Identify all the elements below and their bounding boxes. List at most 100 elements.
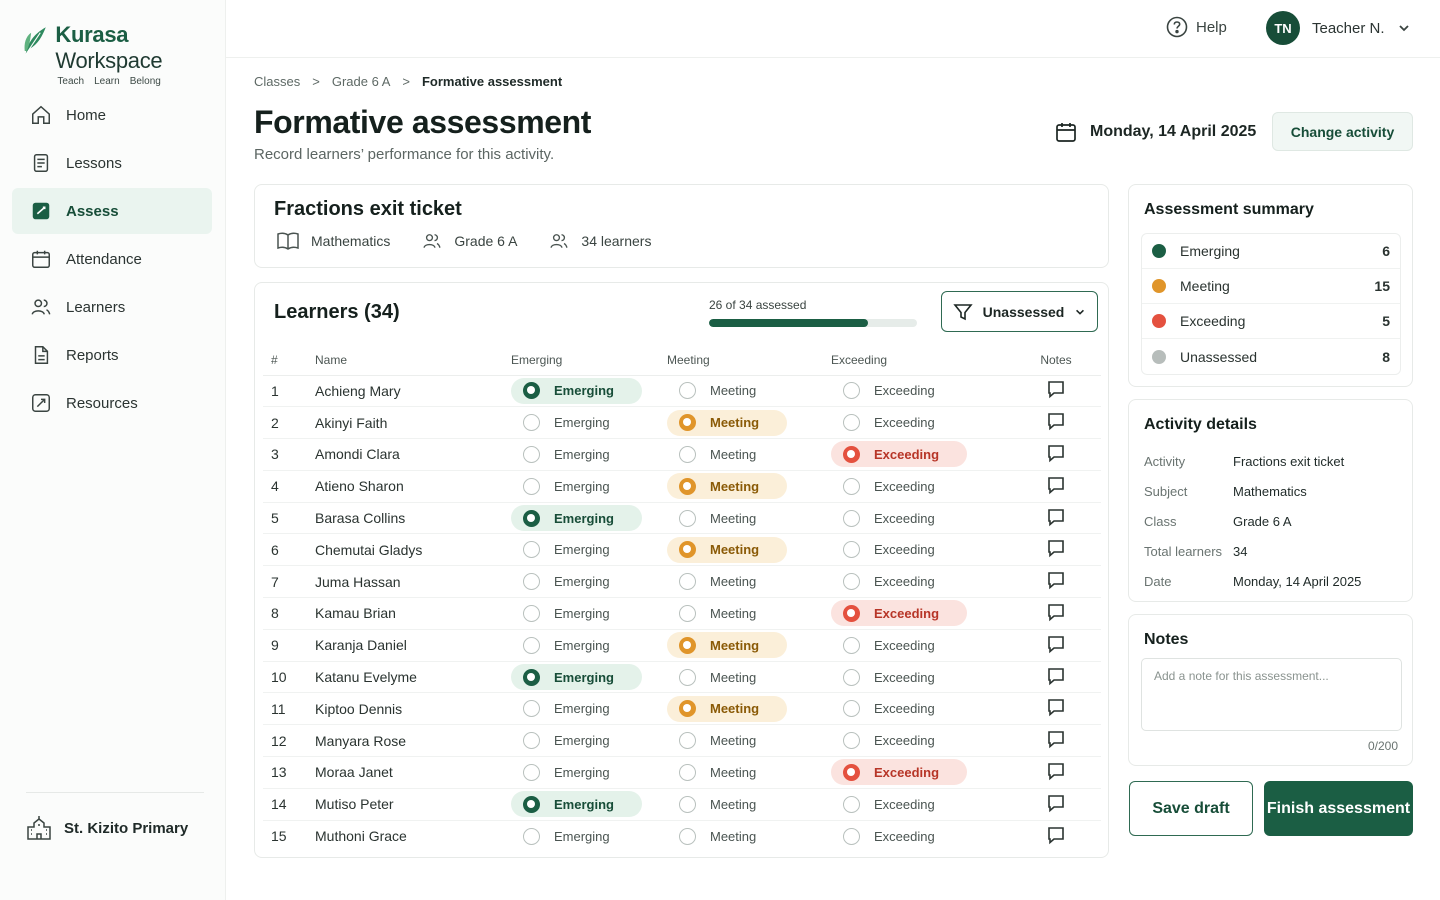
comment-icon[interactable] [1046, 634, 1066, 654]
school-switcher[interactable]: St. Kizito Primary [26, 792, 204, 841]
comment-icon[interactable] [1046, 666, 1066, 686]
sidebar-item-home[interactable]: Home [12, 92, 212, 138]
meeting-radio-option[interactable]: Meeting [667, 409, 788, 436]
help-link[interactable]: Help [1166, 16, 1227, 38]
emerging-label: Emerging [554, 446, 610, 462]
meeting-radio-option[interactable]: Meeting [667, 695, 788, 722]
change-activity-button[interactable]: Change activity [1272, 112, 1413, 151]
meeting-radio-option[interactable]: Meeting [667, 600, 784, 626]
meeting-radio-option[interactable]: Meeting [667, 823, 784, 849]
breadcrumb-class[interactable]: Grade 6 A [331, 74, 391, 89]
meeting-radio-option[interactable]: Meeting [667, 569, 784, 595]
emerging-radio-option[interactable]: Emerging [511, 664, 642, 691]
table-row: 13 Moraa Janet Emerging Meeting Exceeding [263, 756, 1101, 789]
meeting-label: Meeting [710, 542, 760, 558]
emerging-radio-option[interactable]: Emerging [511, 696, 638, 722]
emerging-radio-option[interactable]: Emerging [511, 537, 638, 563]
comment-icon[interactable] [1046, 570, 1066, 590]
table-row: 15 Muthoni Grace Emerging Meeting Exceeding [263, 820, 1101, 852]
notes-cell [1011, 724, 1101, 758]
radio-circle-icon [523, 509, 540, 527]
notes-textarea[interactable] [1141, 658, 1402, 731]
comment-icon[interactable] [1046, 538, 1066, 558]
emerging-radio-option[interactable]: Emerging [511, 728, 638, 754]
meeting-radio-option[interactable]: Meeting [667, 728, 784, 754]
comment-icon[interactable] [1046, 507, 1066, 527]
sidebar-item-reports[interactable]: Reports [12, 332, 212, 378]
meeting-radio-option[interactable]: Meeting [667, 505, 784, 531]
exceeding-radio-option[interactable]: Exceeding [831, 473, 963, 499]
emerging-radio-option[interactable]: Emerging [511, 759, 638, 785]
exceeding-radio-option[interactable]: Exceeding [831, 600, 968, 627]
comment-icon[interactable] [1046, 793, 1066, 813]
emerging-radio-option[interactable]: Emerging [511, 473, 638, 499]
exceeding-radio-option[interactable]: Exceeding [831, 505, 963, 531]
exceeding-radio-option[interactable]: Exceeding [831, 378, 963, 404]
notes-cell [1011, 692, 1101, 726]
table-row: 12 Manyara Rose Emerging Meeting Exceeding [263, 724, 1101, 758]
meeting-label: Meeting [710, 510, 757, 526]
emerging-radio-option[interactable]: Emerging [511, 441, 638, 467]
meeting-radio-option[interactable]: Meeting [667, 473, 788, 500]
meeting-radio-option[interactable]: Meeting [667, 441, 784, 467]
logo[interactable]: Kurasa Workspace Teach Learn Belong [22, 22, 225, 87]
meeting-radio-option[interactable]: Meeting [667, 536, 788, 563]
comment-icon[interactable] [1046, 602, 1066, 622]
exceeding-radio-option[interactable]: Exceeding [831, 664, 963, 690]
exceeding-dot [1152, 314, 1166, 328]
detail-value: Monday, 14 April 2025 [1233, 573, 1362, 589]
sidebar-item-resources[interactable]: Resources [12, 380, 212, 426]
emerging-radio-option[interactable]: Emerging [511, 823, 638, 849]
exceeding-radio-option[interactable]: Exceeding [831, 759, 968, 786]
meeting-radio-option[interactable]: Meeting [667, 791, 784, 817]
level-cell: Exceeding [831, 502, 1011, 535]
comment-icon[interactable] [1046, 761, 1066, 781]
emerging-radio-option[interactable]: Emerging [511, 632, 638, 658]
sidebar-item-attendance[interactable]: Attendance [12, 236, 212, 282]
emerging-radio-option[interactable]: Emerging [511, 377, 642, 404]
meeting-label: Meeting [710, 701, 760, 717]
exceeding-radio-option[interactable]: Exceeding [831, 696, 963, 722]
meeting-radio-option[interactable]: Meeting [667, 632, 788, 659]
notes-cell [1011, 375, 1101, 408]
comment-icon[interactable] [1046, 729, 1066, 749]
comment-icon[interactable] [1046, 697, 1066, 717]
emerging-radio-option[interactable]: Emerging [511, 410, 638, 436]
exceeding-radio-option[interactable]: Exceeding [831, 410, 963, 436]
emerging-label: Emerging [554, 796, 614, 812]
exceeding-radio-option[interactable]: Exceeding [831, 441, 968, 468]
sidebar-item-assess[interactable]: Assess [12, 188, 212, 234]
finish-assessment-button[interactable]: Finish assessment [1264, 781, 1413, 836]
exceeding-radio-option[interactable]: Exceeding [831, 632, 963, 658]
emerging-radio-option[interactable]: Emerging [511, 600, 638, 626]
emerging-radio-option[interactable]: Emerging [511, 791, 642, 818]
radio-circle-icon [843, 827, 860, 845]
leaf-logo-icon [24, 27, 46, 55]
comment-icon[interactable] [1046, 825, 1066, 845]
emerging-label: Emerging [554, 733, 610, 749]
comment-icon[interactable] [1046, 411, 1066, 431]
comment-icon[interactable] [1046, 475, 1066, 495]
meeting-radio-option[interactable]: Meeting [667, 664, 784, 690]
sidebar-item-lessons[interactable]: Lessons [12, 140, 212, 186]
exceeding-radio-option[interactable]: Exceeding [831, 537, 963, 563]
comment-icon[interactable] [1046, 443, 1066, 463]
exceeding-radio-option[interactable]: Exceeding [831, 728, 963, 754]
exceeding-radio-option[interactable]: Exceeding [831, 569, 963, 595]
exceeding-radio-option[interactable]: Exceeding [831, 823, 963, 849]
comment-icon[interactable] [1046, 379, 1066, 399]
sidebar-item-learners[interactable]: Learners [12, 284, 212, 330]
exceeding-radio-option[interactable]: Exceeding [831, 791, 963, 817]
detail-row: Subject Mathematics [1144, 476, 1361, 506]
user-menu[interactable]: TN Teacher N. [1266, 11, 1411, 45]
save-draft-button[interactable]: Save draft [1129, 781, 1253, 836]
meeting-radio-option[interactable]: Meeting [667, 759, 784, 785]
filter-dropdown[interactable]: Unassessed [941, 291, 1098, 332]
meeting-radio-option[interactable]: Meeting [667, 378, 784, 404]
learner-number: 1 [263, 375, 315, 408]
emerging-radio-option[interactable]: Emerging [511, 505, 642, 532]
summary-label: Meeting [1180, 278, 1230, 294]
help-icon [1166, 16, 1188, 38]
breadcrumb-classes[interactable]: Classes [254, 74, 301, 89]
emerging-radio-option[interactable]: Emerging [511, 569, 638, 595]
